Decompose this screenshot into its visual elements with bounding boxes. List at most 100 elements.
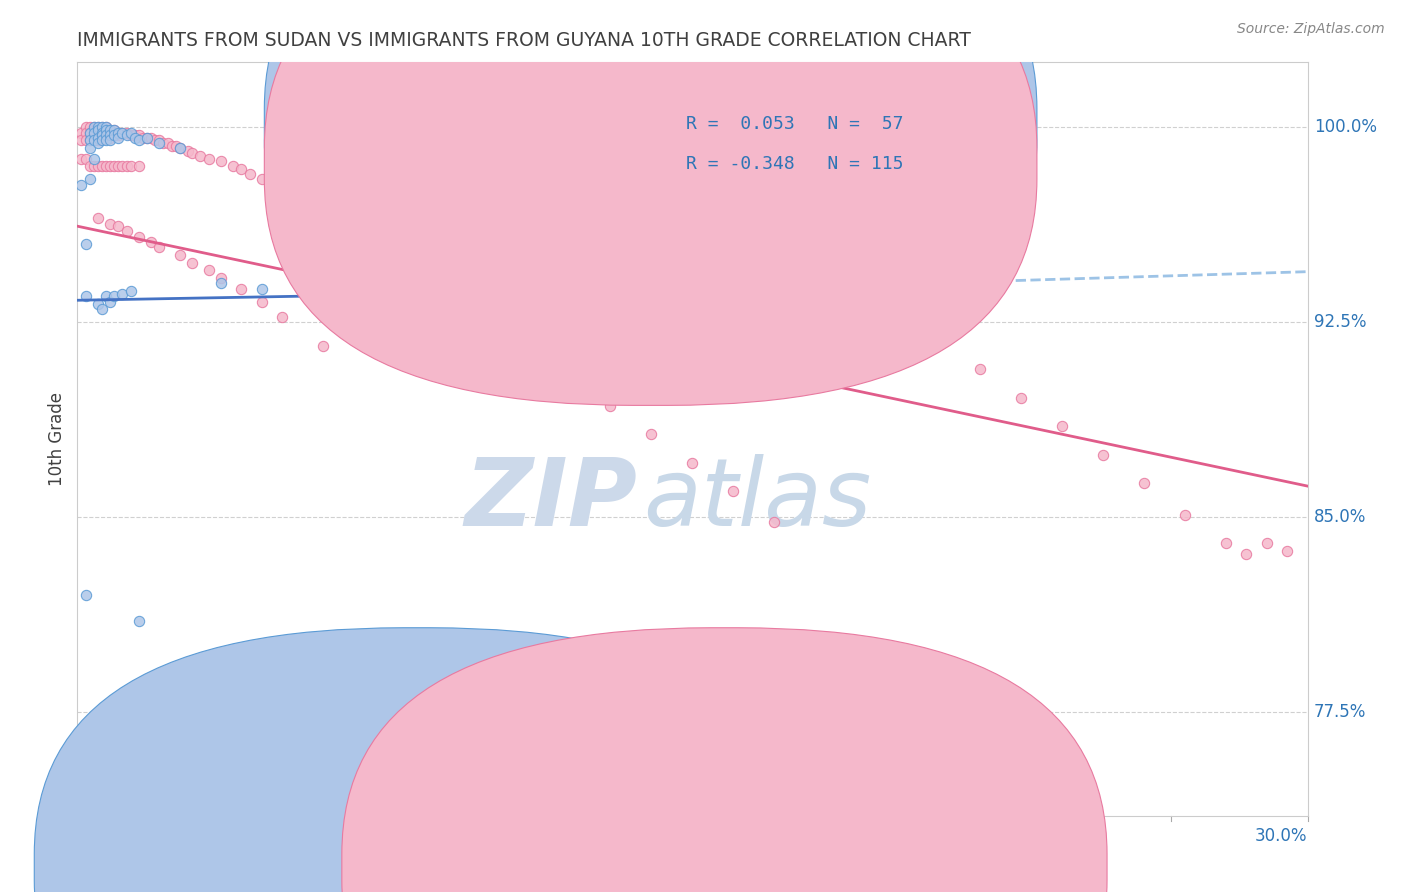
Point — [87, 123, 110, 137]
Point — [107, 130, 129, 145]
Point — [1256, 536, 1278, 550]
Point — [148, 133, 170, 147]
Point — [599, 399, 621, 413]
Point — [98, 123, 121, 137]
Point — [477, 312, 499, 326]
Point — [209, 271, 232, 285]
Point — [90, 160, 114, 174]
Point — [90, 120, 114, 135]
Point — [156, 136, 179, 150]
Point — [115, 126, 138, 140]
Point — [1091, 448, 1114, 462]
Point — [70, 126, 93, 140]
Point — [103, 128, 125, 143]
Point — [94, 123, 117, 137]
Point — [291, 271, 314, 285]
Point — [98, 130, 121, 145]
Point — [111, 126, 134, 140]
Point — [90, 126, 114, 140]
Point — [79, 133, 101, 147]
Point — [181, 255, 204, 269]
Point — [90, 128, 114, 143]
Point — [132, 130, 155, 145]
Y-axis label: 10th Grade: 10th Grade — [48, 392, 66, 486]
Point — [165, 138, 187, 153]
Point — [87, 133, 110, 147]
Point — [374, 243, 396, 257]
Point — [111, 160, 134, 174]
Point — [537, 289, 560, 303]
Point — [143, 133, 166, 147]
Point — [723, 484, 745, 499]
Point — [98, 217, 121, 231]
Point — [231, 161, 253, 176]
Point — [87, 160, 110, 174]
Point — [111, 286, 134, 301]
FancyBboxPatch shape — [264, 0, 1038, 405]
Point — [169, 248, 191, 262]
Point — [136, 130, 159, 145]
Point — [124, 130, 146, 145]
Text: Immigrants from Guyana: Immigrants from Guyana — [773, 860, 981, 878]
Point — [90, 120, 114, 135]
Point — [312, 206, 335, 220]
Text: 85.0%: 85.0% — [1313, 508, 1367, 526]
Point — [333, 281, 356, 295]
Point — [75, 126, 97, 140]
Point — [87, 120, 110, 135]
Point — [222, 160, 245, 174]
Point — [75, 152, 97, 166]
Point — [83, 120, 105, 135]
Point — [87, 136, 110, 150]
Point — [1050, 419, 1073, 434]
Point — [79, 126, 101, 140]
Point — [825, 274, 848, 288]
FancyBboxPatch shape — [342, 628, 1107, 892]
Point — [517, 342, 540, 356]
Text: 77.5%: 77.5% — [1313, 703, 1367, 722]
Point — [250, 281, 273, 295]
Text: IMMIGRANTS FROM SUDAN VS IMMIGRANTS FROM GUYANA 10TH GRADE CORRELATION CHART: IMMIGRANTS FROM SUDAN VS IMMIGRANTS FROM… — [77, 30, 972, 50]
Point — [115, 160, 138, 174]
Point — [90, 128, 114, 143]
Point — [640, 427, 662, 442]
Point — [83, 130, 105, 145]
Point — [136, 130, 159, 145]
Point — [98, 123, 121, 137]
Point — [94, 120, 117, 135]
Point — [90, 123, 114, 137]
Point — [231, 281, 253, 295]
Point — [160, 138, 183, 153]
Point — [103, 160, 125, 174]
Text: 0.0%: 0.0% — [77, 827, 120, 845]
Point — [209, 277, 232, 291]
Point — [103, 289, 125, 303]
Point — [75, 289, 97, 303]
Point — [79, 160, 101, 174]
Point — [845, 277, 868, 291]
Point — [436, 284, 458, 298]
Point — [250, 294, 273, 309]
Text: ZIP: ZIP — [464, 454, 637, 546]
Point — [250, 172, 273, 186]
Point — [70, 133, 93, 147]
Point — [120, 126, 142, 140]
Point — [87, 128, 110, 143]
Point — [886, 305, 908, 319]
Point — [87, 130, 110, 145]
Point — [141, 235, 163, 249]
Point — [107, 128, 129, 143]
Point — [558, 370, 581, 384]
Point — [1132, 476, 1154, 491]
Point — [141, 130, 163, 145]
Point — [969, 362, 991, 376]
Point — [94, 133, 117, 147]
Point — [98, 133, 121, 147]
Point — [394, 286, 416, 301]
Point — [79, 172, 101, 186]
Point — [115, 224, 138, 238]
Point — [70, 178, 93, 192]
Point — [83, 123, 105, 137]
Point — [124, 128, 146, 143]
Point — [177, 144, 200, 158]
